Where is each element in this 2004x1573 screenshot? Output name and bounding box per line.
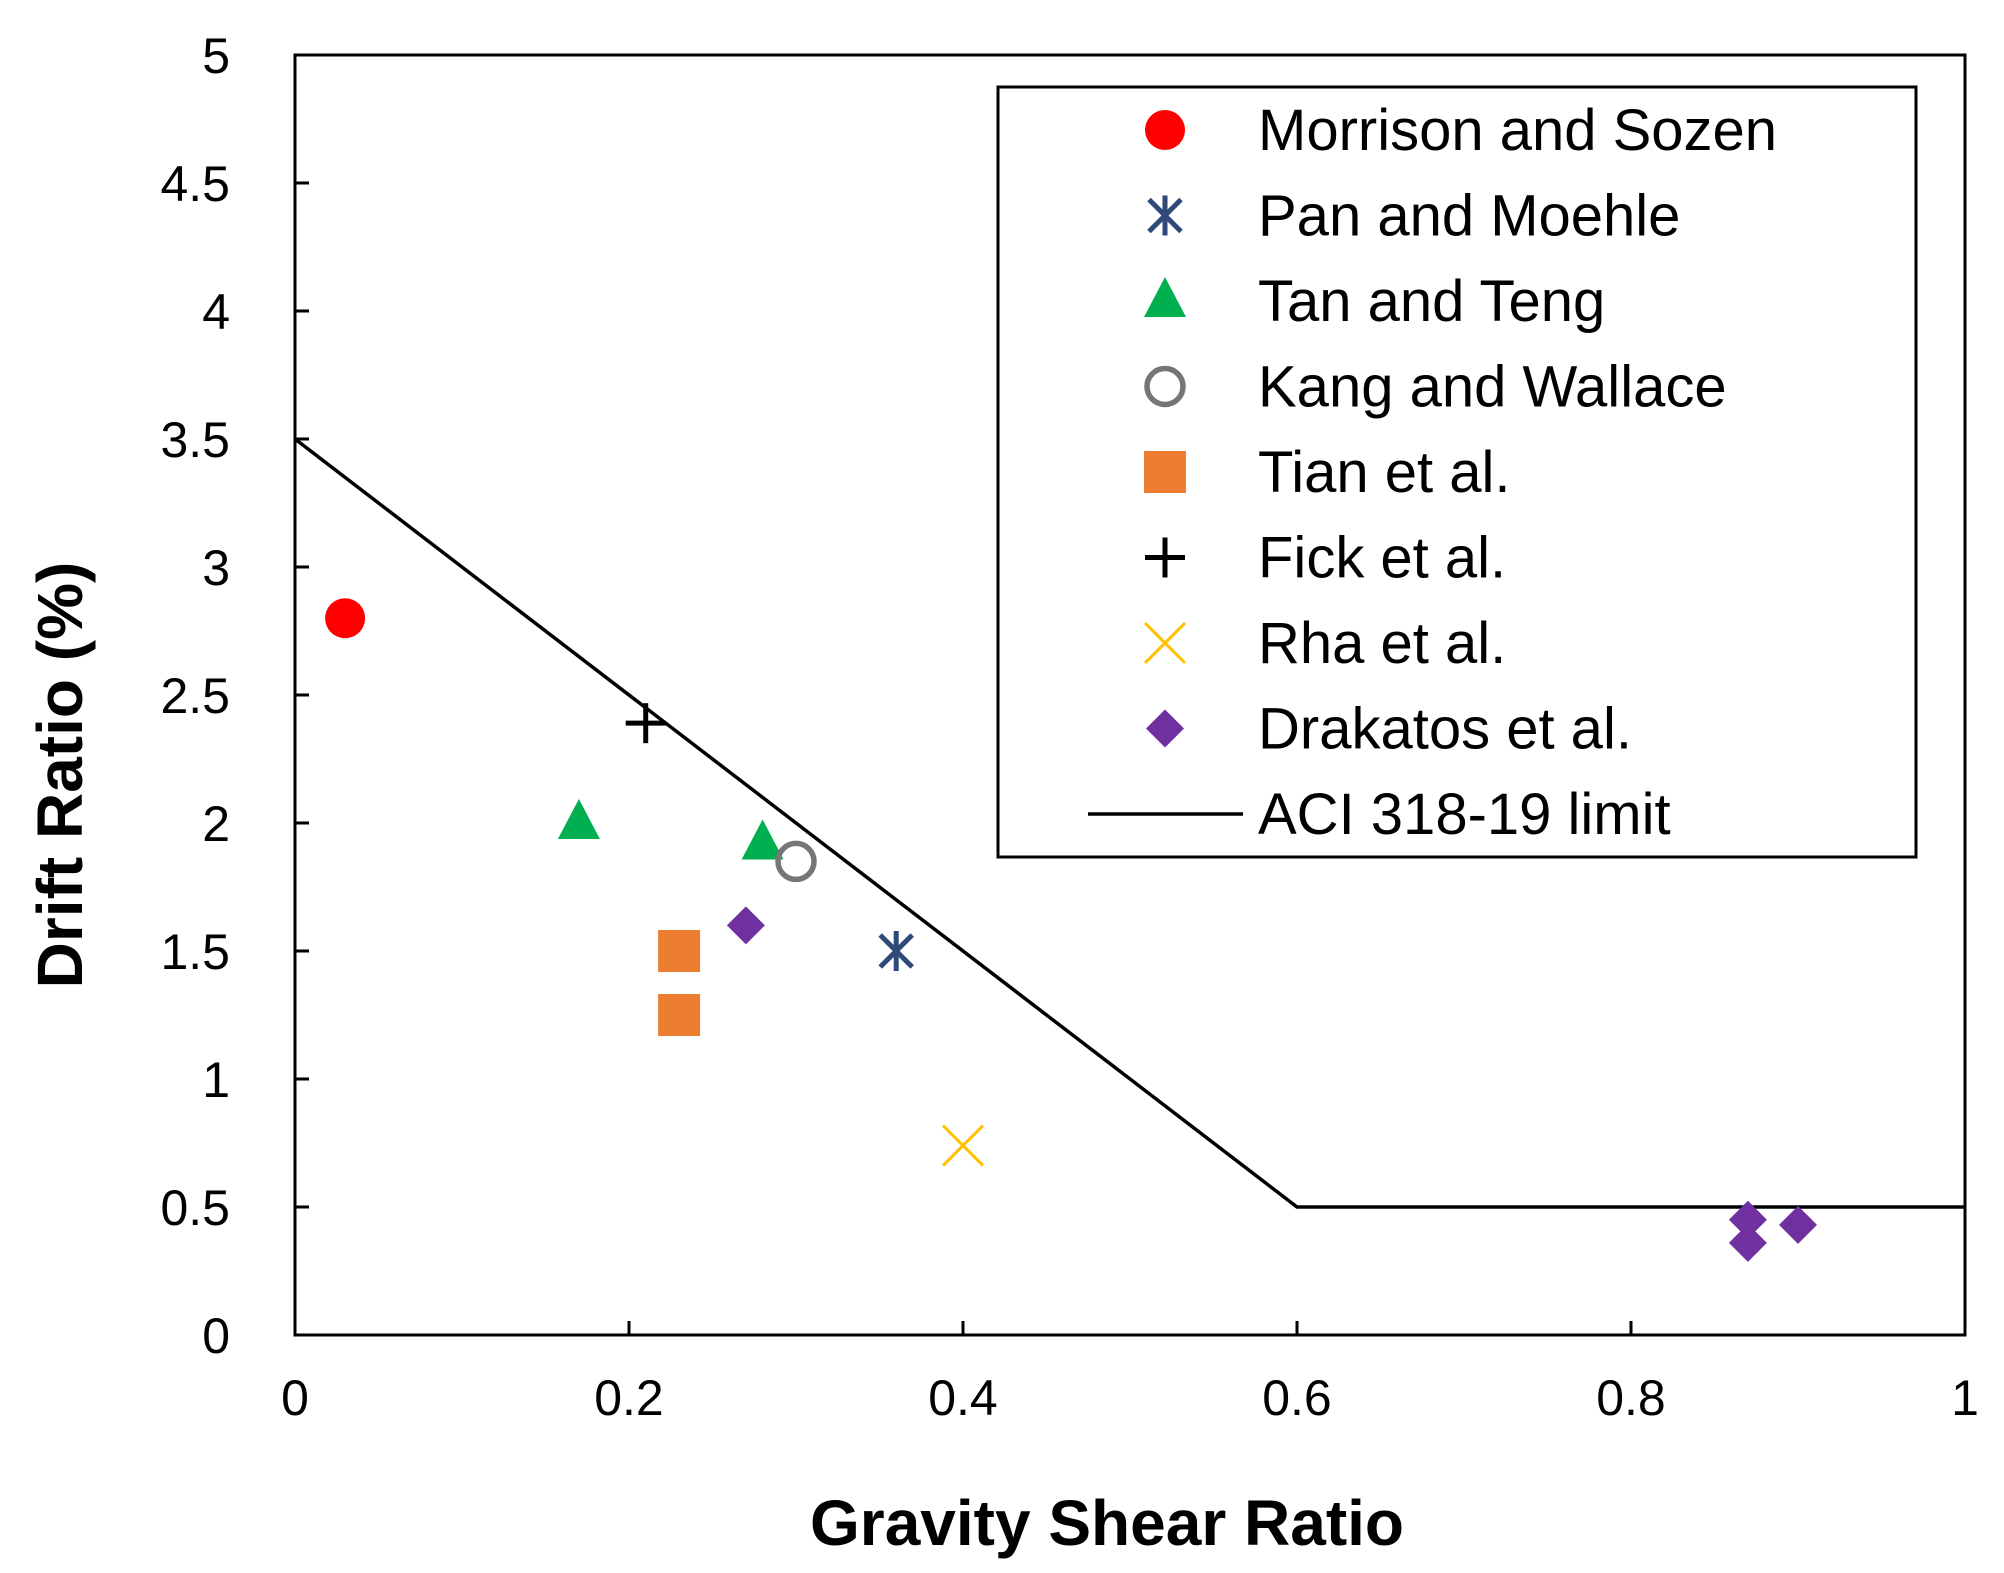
legend-label: Pan and Moehle xyxy=(1258,184,1680,249)
point-tan-and-teng xyxy=(741,819,784,860)
y-tick-label: 2.5 xyxy=(160,668,230,724)
legend-label: ACI 318-19 limit xyxy=(1258,782,1671,847)
y-tick-label: 1.5 xyxy=(160,924,230,980)
x-axis-ticks: 0 0.2 0.4 0.6 0.8 1 xyxy=(281,1321,1979,1426)
point-tan-and-teng xyxy=(557,799,600,839)
point-tian-et-al xyxy=(658,994,701,1036)
y-tick-label: 5 xyxy=(202,28,230,84)
cross-stroke xyxy=(1143,621,1187,665)
x-tick-label: 0 xyxy=(281,1370,309,1426)
point-pan-and-moehle xyxy=(878,931,914,971)
x-axis-title: Gravity Shear Ratio xyxy=(810,1487,1404,1559)
legend-label: Tan and Teng xyxy=(1258,269,1605,334)
legend-marker xyxy=(1144,277,1186,317)
point-rha-et-al xyxy=(941,1124,985,1167)
legend-label: Fick et al. xyxy=(1258,526,1506,591)
legend-marker xyxy=(1144,451,1186,493)
legend-marker xyxy=(1145,537,1185,578)
y-tick-label: 0 xyxy=(202,1308,230,1364)
legend-marker xyxy=(1143,621,1187,665)
point-morrison-and-sozen xyxy=(325,598,366,639)
legend-marker xyxy=(1146,709,1184,748)
x-tick-label: 0.4 xyxy=(928,1370,998,1426)
legend-item-pan-and-moehle: Pan and Moehle xyxy=(1147,184,1680,249)
point-fick-et-al xyxy=(625,703,666,744)
legend-item-tan-and-teng: Tan and Teng xyxy=(1144,269,1605,334)
legend-marker xyxy=(1144,365,1186,408)
y-tick-label: 4 xyxy=(202,284,230,340)
y-tick-label: 2 xyxy=(202,796,230,852)
legend-marker xyxy=(1147,195,1183,236)
legend-item-rha-et-al: Rha et al. xyxy=(1143,611,1506,676)
cross-stroke xyxy=(941,1124,985,1167)
point-drakatos-et-al xyxy=(1728,1223,1767,1262)
point-tian-et-al xyxy=(658,930,701,972)
legend-marker xyxy=(1145,110,1185,150)
y-tick-label: 0.5 xyxy=(160,1180,230,1236)
y-tick-label: 4.5 xyxy=(160,156,230,212)
legend-item-fick-et-al: Fick et al. xyxy=(1145,526,1506,591)
legend-item-drakatos-et-al: Drakatos et al. xyxy=(1146,697,1632,762)
y-tick-label: 3 xyxy=(202,540,230,596)
legend-item-morrison-and-sozen: Morrison and Sozen xyxy=(1145,98,1777,163)
point-kang-and-wallace xyxy=(775,840,817,883)
y-axis-title: Drift Ratio (%) xyxy=(24,562,96,989)
point-drakatos-et-al xyxy=(1779,1205,1817,1244)
y-tick-label: 1 xyxy=(202,1052,230,1108)
point-drakatos-et-al xyxy=(1728,1200,1767,1239)
legend-item-kang-and-wallace: Kang and Wallace xyxy=(1144,355,1727,420)
legend-label: Tian et al. xyxy=(1258,440,1511,505)
y-tick-label: 3.5 xyxy=(160,412,230,468)
legend-item-tian-et-al: Tian et al. xyxy=(1144,440,1511,505)
x-tick-label: 0.8 xyxy=(1596,1370,1666,1426)
legend: Morrison and Sozen Pan and Moehle Tan and … xyxy=(996,85,1918,859)
points-layer xyxy=(325,598,1817,1262)
x-tick-label: 0.2 xyxy=(594,1370,664,1426)
x-tick-label: 1 xyxy=(1951,1370,1979,1426)
legend-label: Rha et al. xyxy=(1258,611,1506,676)
legend-label: Drakatos et al. xyxy=(1258,697,1632,762)
legend-label: Morrison and Sozen xyxy=(1258,98,1777,163)
legend-item-aci-318-19-limit: ACI 318-19 limit xyxy=(1088,782,1671,847)
legend-label: Kang and Wallace xyxy=(1258,355,1727,420)
point-drakatos-et-al xyxy=(726,906,765,945)
x-tick-label: 0.6 xyxy=(1262,1370,1332,1426)
y-axis-ticks: 0 0.5 1 1.5 2 2.5 3 3.5 4 4.5 5 xyxy=(160,28,309,1364)
